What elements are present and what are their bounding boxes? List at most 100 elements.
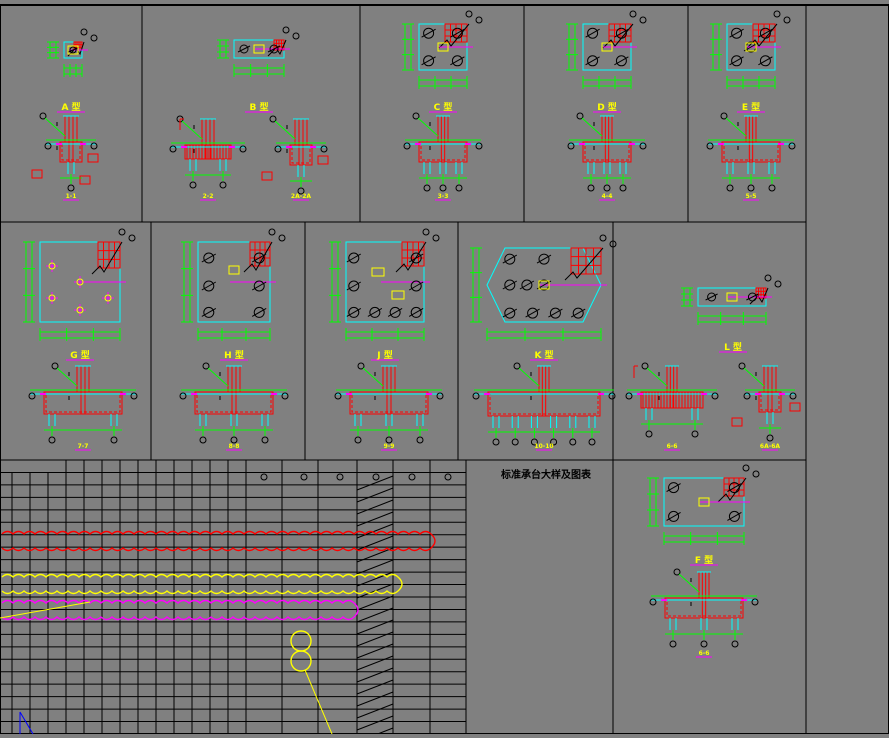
section-label: 1-1 bbox=[66, 193, 77, 200]
grid-bubble bbox=[645, 430, 653, 438]
grid-bubble bbox=[720, 112, 728, 120]
grid-bubble bbox=[669, 640, 677, 648]
pile-slash bbox=[367, 307, 383, 317]
grid-bubble bbox=[742, 464, 750, 472]
grid-bubble bbox=[372, 473, 380, 481]
column-outline bbox=[601, 42, 613, 52]
grid-bubble bbox=[423, 184, 431, 192]
pile-circle bbox=[203, 252, 215, 264]
grid-bubble bbox=[472, 392, 480, 400]
pile-slash bbox=[525, 308, 540, 318]
pile-symbol bbox=[666, 482, 681, 494]
section-marker bbox=[789, 402, 801, 412]
pile-symbol bbox=[519, 279, 535, 291]
section-column bbox=[382, 365, 396, 393]
pile-slash bbox=[450, 28, 465, 38]
section-cap bbox=[640, 391, 704, 409]
grid-bubble bbox=[609, 240, 617, 248]
cap-rebar-dash bbox=[420, 143, 466, 161]
type-label: A 型 bbox=[61, 101, 80, 113]
pile-symbol bbox=[346, 252, 362, 264]
pile-slash bbox=[267, 45, 281, 53]
leader bbox=[181, 120, 203, 140]
grid-bubble bbox=[588, 438, 596, 446]
type-label: F 型 bbox=[695, 554, 713, 566]
panel-e: E 型 5-5 bbox=[706, 10, 796, 201]
column-outline bbox=[726, 292, 738, 302]
pile-symbol bbox=[201, 280, 217, 292]
grid-bubble bbox=[530, 438, 538, 446]
pile-slash bbox=[585, 28, 600, 38]
table-hatch bbox=[356, 643, 394, 659]
grid-bubble bbox=[202, 362, 210, 370]
grid-bubble bbox=[239, 145, 247, 153]
pile-slash bbox=[666, 483, 681, 493]
pile-symbol bbox=[729, 27, 744, 39]
pile-slash bbox=[502, 254, 518, 264]
pile-symbol bbox=[251, 280, 267, 292]
grid-bubble bbox=[90, 142, 98, 150]
pile-slash bbox=[450, 56, 465, 66]
pile-symbol bbox=[502, 279, 518, 291]
pile-symbol bbox=[251, 252, 267, 264]
pile-circle bbox=[423, 55, 435, 67]
panel-a: A 型 1-1 bbox=[31, 28, 99, 201]
grid-bubble bbox=[130, 392, 138, 400]
grid-bubble bbox=[189, 181, 197, 189]
pile-circle bbox=[707, 292, 717, 302]
leader bbox=[743, 367, 765, 387]
pile-slash bbox=[614, 28, 629, 38]
type-label: C 型 bbox=[434, 101, 453, 113]
pile-symbol bbox=[502, 307, 518, 319]
pile-symbol bbox=[201, 306, 217, 318]
grid-bubble bbox=[700, 640, 708, 648]
pile-slash bbox=[421, 56, 436, 66]
pile-symbol bbox=[758, 55, 773, 67]
table-hatch bbox=[356, 535, 394, 551]
grid-bubble bbox=[436, 392, 444, 400]
grid-bubble bbox=[764, 274, 772, 282]
pile-symbol bbox=[585, 27, 600, 39]
pile-symbol bbox=[729, 55, 744, 67]
leader bbox=[417, 117, 439, 137]
grid-bubble bbox=[416, 436, 424, 444]
grid-bubble bbox=[278, 234, 286, 242]
pile-circle bbox=[410, 280, 422, 292]
grid-bubble bbox=[492, 438, 500, 446]
table-hatch bbox=[356, 499, 394, 515]
table-hatch bbox=[356, 607, 394, 623]
pile-slash bbox=[727, 511, 742, 521]
type-label: K 型 bbox=[534, 349, 553, 361]
section-cap bbox=[758, 391, 782, 413]
pile-slash bbox=[502, 280, 518, 290]
grid-bubble bbox=[28, 392, 36, 400]
grid-bubble bbox=[751, 598, 759, 606]
section-label: 9-9 bbox=[384, 443, 395, 450]
pile-circle bbox=[504, 279, 516, 291]
pile-slash bbox=[729, 56, 744, 66]
pile-circle bbox=[728, 510, 740, 522]
pile-marker bbox=[48, 294, 56, 302]
pile-symbol bbox=[450, 27, 465, 39]
leader-line bbox=[0, 601, 91, 619]
section-column bbox=[666, 365, 678, 393]
pile-circle bbox=[759, 55, 771, 67]
type-label: J 型 bbox=[376, 349, 392, 361]
section-marker bbox=[261, 171, 273, 181]
grid-bubble bbox=[67, 184, 75, 192]
section-cap bbox=[59, 141, 83, 163]
cap-rebar-dash bbox=[760, 393, 780, 411]
pile-circle bbox=[747, 292, 757, 302]
pile-slash bbox=[346, 307, 362, 317]
section-cap bbox=[194, 391, 274, 415]
grid-bubble bbox=[334, 392, 342, 400]
table-hatch bbox=[356, 715, 394, 731]
pile-marker bbox=[76, 306, 84, 314]
leader bbox=[207, 367, 229, 387]
drawing-frame bbox=[0, 4, 889, 734]
pile-circle bbox=[527, 307, 539, 319]
grid-bubble bbox=[336, 473, 344, 481]
pile-slash bbox=[729, 28, 744, 38]
